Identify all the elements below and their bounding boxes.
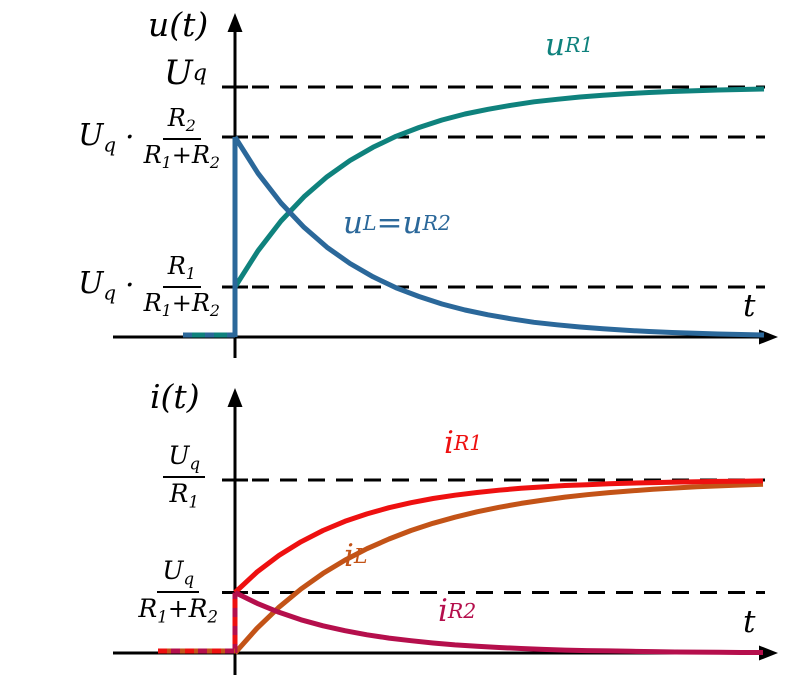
- fraction-denominator: R1: [169, 478, 199, 511]
- uq-over-r1-level-label: Uq R1: [163, 441, 205, 511]
- uq-r1-over-r1r2-level-label: Uq · R1 R1+R2: [78, 252, 220, 321]
- multiplication-dot: ·: [125, 268, 135, 304]
- curve-label-uR1: u R1: [545, 27, 594, 63]
- uq-symbol: Uq: [78, 266, 117, 305]
- fraction-denominator: R1+R2: [138, 593, 218, 626]
- fraction-numerator: Uq: [157, 556, 200, 593]
- u-axis-label: u(t): [148, 5, 209, 44]
- t-axis-label-bottom: t: [743, 604, 756, 640]
- fraction-numerator: R2: [162, 104, 201, 140]
- uq-over-r1r2-level-label: Uq R1+R2: [138, 556, 218, 626]
- fraction-numerator: R1: [162, 252, 201, 288]
- fraction-denominator: R1+R2: [143, 140, 220, 172]
- i-axis-label: i(t): [150, 377, 200, 416]
- fraction: Uq R1+R2: [138, 556, 218, 626]
- t-axis-label-top: t: [743, 288, 756, 324]
- curve-label-iR1: i R1: [444, 425, 483, 461]
- curve-label-iR2: i R2: [438, 593, 477, 629]
- uq-r2-over-r1r2-level-label: Uq · R2 R1+R2: [78, 104, 220, 173]
- multiplication-dot: ·: [125, 120, 135, 156]
- fraction: R2 R1+R2: [144, 104, 220, 173]
- fraction-numerator: Uq: [163, 441, 205, 478]
- fraction: Uq R1: [163, 441, 205, 511]
- fraction: R1 R1+R2: [144, 252, 220, 321]
- uq-symbol: Uq: [78, 118, 117, 157]
- fraction-denominator: R1+R2: [143, 288, 220, 320]
